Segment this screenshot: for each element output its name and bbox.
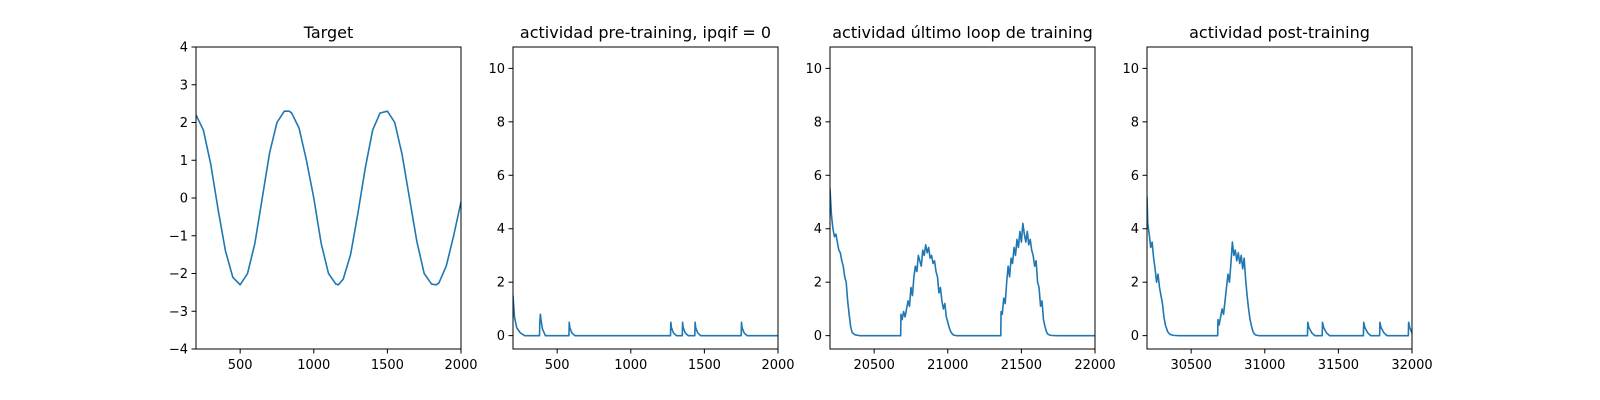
x-tick-label: 31500 — [1318, 358, 1359, 373]
x-tick-label: 1500 — [371, 358, 404, 373]
x-tick-label: 1000 — [297, 358, 330, 373]
x-tick-label: 21500 — [1001, 358, 1042, 373]
subplot-1: 500 1000 1500 2000 −4 −3 −2 −1 0 1 2 3 4 Target — [169, 23, 478, 373]
y-tick-label: 8 — [497, 115, 505, 130]
x-tick-label: 2000 — [444, 358, 477, 373]
y-tick-label: 6 — [814, 169, 822, 184]
y-tick-label: 6 — [1131, 169, 1139, 184]
y-tick-label: 2 — [180, 116, 188, 131]
subplot-3: 20500 21000 21500 22000 0 2 4 6 8 10 actividad últ… — [805, 23, 1115, 373]
axes-frame — [829, 46, 1096, 350]
y-tick-label: 2 — [497, 276, 505, 291]
chart-title: actividad post-training — [1189, 23, 1370, 42]
y-tick-label: 4 — [497, 222, 505, 237]
x-tick-label: 30500 — [1170, 358, 1211, 373]
chart-title: actividad pre-training, ipqif = 0 — [520, 23, 771, 42]
x-tick-label: 20500 — [853, 358, 894, 373]
y-tick-label: 4 — [1131, 222, 1139, 237]
x-tick-label: 1500 — [688, 358, 721, 373]
chart-title: Target — [303, 23, 354, 42]
x-tick-label: 32000 — [1391, 358, 1432, 373]
y-tick-label: −1 — [169, 229, 188, 244]
axes-frame — [195, 46, 462, 350]
y-tick-label: 8 — [814, 115, 822, 130]
x-tick-label: 500 — [228, 358, 253, 373]
axes-frame — [512, 46, 779, 350]
y-tick-label: 0 — [497, 329, 505, 344]
y-tick-label: 8 — [1131, 115, 1139, 130]
chart-title: actividad último loop de training — [832, 23, 1093, 42]
y-tick-label: 0 — [1131, 329, 1139, 344]
y-tick-label: 2 — [814, 276, 822, 291]
series-line-1 — [513, 295, 778, 337]
x-tick-label: 31000 — [1244, 358, 1285, 373]
y-tick-label: 6 — [497, 169, 505, 184]
subplot-2: 500 1000 1500 2000 0 2 4 6 8 10 actividad pre-trai… — [488, 23, 794, 373]
y-tick-label: 2 — [1131, 276, 1139, 291]
x-tick-label: 22000 — [1074, 358, 1115, 373]
y-tick-label: −2 — [169, 267, 188, 282]
x-tick-label: 500 — [545, 358, 570, 373]
y-tick-label: 10 — [805, 62, 822, 77]
x-tick-label: 2000 — [761, 358, 794, 373]
y-tick-label: −4 — [169, 343, 188, 358]
y-tick-label: 10 — [1122, 62, 1139, 77]
x-tick-label: 1000 — [614, 358, 647, 373]
subplot-4: 30500 31000 31500 32000 0 2 4 6 8 10 actividad pos… — [1122, 23, 1432, 373]
y-tick-label: −3 — [169, 305, 188, 320]
y-tick-label: 0 — [180, 192, 188, 207]
series-line-1 — [1147, 196, 1412, 337]
x-tick-label: 21000 — [927, 358, 968, 373]
y-tick-label: 10 — [488, 62, 505, 77]
y-tick-label: 4 — [180, 41, 188, 56]
y-tick-label: 3 — [180, 78, 188, 93]
axes-frame — [1146, 46, 1413, 350]
y-tick-label: 1 — [180, 154, 188, 169]
y-tick-label: 4 — [814, 222, 822, 237]
series-line-1 — [196, 110, 461, 286]
y-tick-label: 0 — [814, 329, 822, 344]
series-line-1 — [830, 188, 1095, 337]
